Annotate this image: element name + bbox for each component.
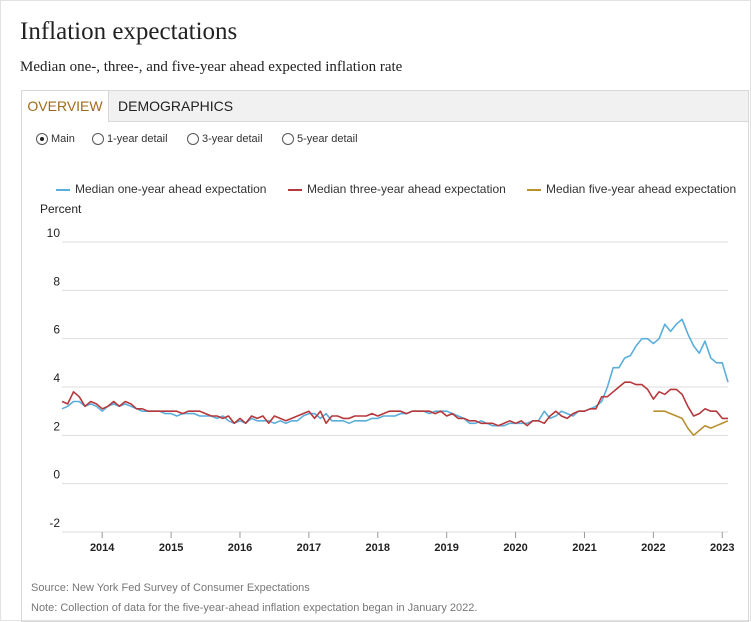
radio-unselected-icon [282,133,294,146]
x-tick-label: 2014 [90,542,115,554]
tab-overview[interactable]: OVERVIEW [22,91,109,122]
x-tick-label: 2021 [572,542,596,554]
x-tick-label: 2017 [297,542,321,554]
y-axis-label: Percent [40,202,82,216]
footnote: Note: Collection of data for the five-ye… [31,602,478,614]
x-tick-label: 2015 [159,542,183,554]
y-tick-label: -2 [49,516,60,530]
legend-item-five-year[interactable]: Median five-year ahead expectation [527,182,736,196]
page-subtitle: Median one-, three-, and five-year ahead… [20,59,403,75]
legend-label-three-year: Median three-year ahead expectation [307,182,506,196]
source-note: Source: New York Fed Survey of Consumer … [31,582,310,594]
legend-swatch-five-year [527,188,541,191]
x-tick-label: 2023 [710,542,734,554]
x-tick-label: 2019 [434,542,458,554]
radio-3-year-detail[interactable]: 3-year detail [187,133,263,149]
radio-main[interactable]: Main [36,133,75,149]
x-tick-label: 2016 [228,542,252,554]
y-tick-label: 6 [53,323,60,337]
radio-selected-icon [36,133,48,146]
legend-label-five-year: Median five-year ahead expectation [546,182,737,196]
series-line-five-year [653,410,729,437]
radio-5-year-detail[interactable]: 5-year detail [282,133,358,149]
radio-label-1-year: 1-year detail [107,133,168,146]
radio-label-main: Main [51,133,75,146]
x-tick-label: 2022 [641,542,665,554]
y-tick-label: 8 [53,274,60,288]
x-tick-label: 2018 [366,542,390,554]
series-line-one-year [61,318,729,427]
radio-unselected-icon [92,133,104,146]
radio-label-5-year: 5-year detail [297,133,358,146]
page-title: Inflation expectations [20,18,238,45]
radio-1-year-detail[interactable]: 1-year detail [92,133,168,149]
legend-swatch-three-year [288,188,302,191]
series-line-three-year [61,381,728,427]
legend-swatch-one-year [56,188,70,191]
legend-item-three-year[interactable]: Median three-year ahead expectation [288,182,506,196]
y-tick-label: 4 [53,371,60,385]
legend-item-one-year[interactable]: Median one-year ahead expectation [56,182,266,196]
y-tick-label: 0 [53,468,60,482]
x-tick-label: 2020 [503,542,527,554]
chart-panel: OVERVIEW DEMOGRAPHICS Main 1-year detail… [21,90,749,622]
tab-demographics[interactable]: DEMOGRAPHICS [118,98,234,114]
radio-label-3-year: 3-year detail [202,133,263,146]
radio-unselected-icon [187,133,199,146]
tab-bar: OVERVIEW DEMOGRAPHICS [22,91,748,122]
legend-label-one-year: Median one-year ahead expectation [75,182,267,196]
line-chart: 10 8 6 4 2 0 -2 2014 2015 2016 2017 2018 2019 2020 202… [47,226,735,554]
y-tick-label: 2 [53,419,60,433]
y-tick-label: 10 [47,226,61,240]
